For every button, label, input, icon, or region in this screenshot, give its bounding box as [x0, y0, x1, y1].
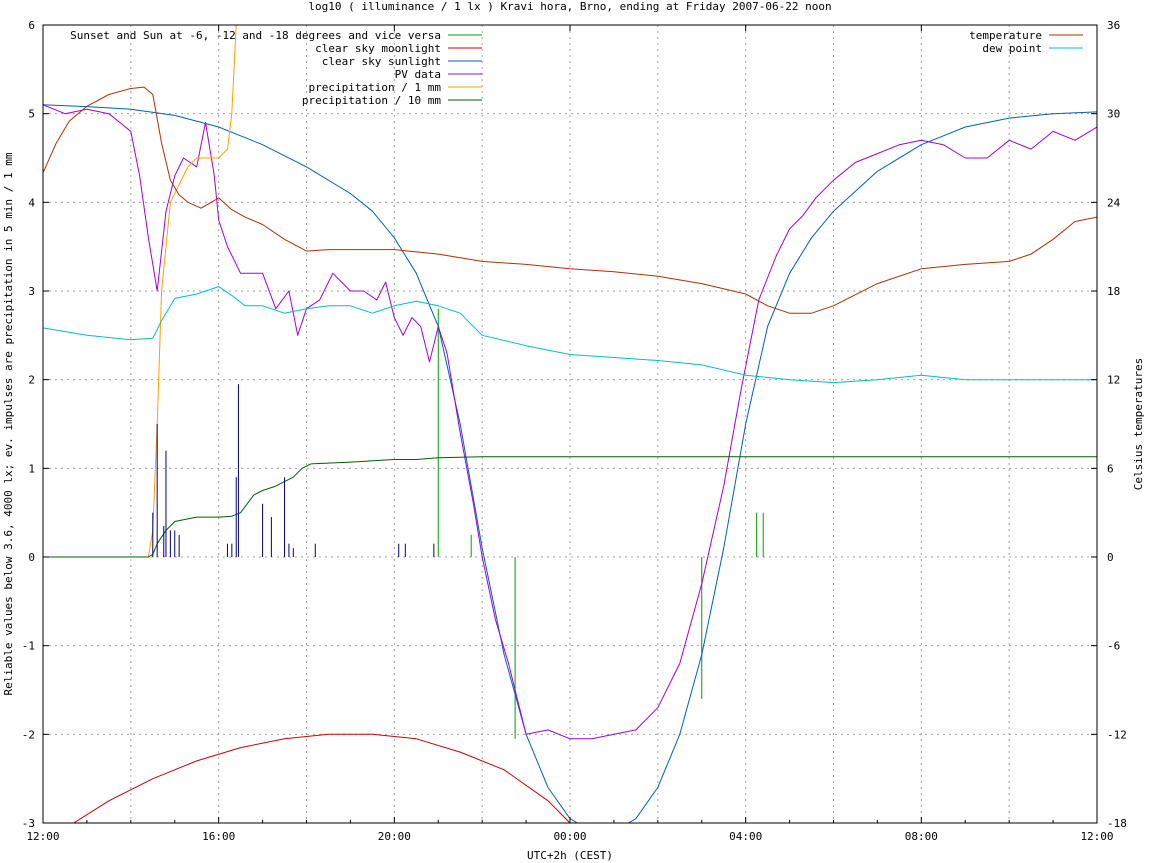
legend-label: Sunset and Sun at -6, -12 and -18 degree…: [70, 29, 441, 42]
x-tick-label: 20:00: [378, 830, 411, 843]
x-tick-label: 12:00: [26, 830, 59, 843]
series-0-impulses: [437, 308, 764, 739]
x-tick-label: 04:00: [729, 830, 762, 843]
series-line-8: [43, 286, 1097, 384]
y2-tick-label: -12: [1107, 728, 1127, 741]
y-tick-label: -3: [22, 817, 35, 830]
x-tick-label: 08:00: [905, 830, 938, 843]
series-line-2: [43, 104, 1097, 823]
y-tick-label: 3: [28, 285, 35, 298]
plot-series: [43, 25, 1097, 823]
x-tick-label: 12:00: [1080, 830, 1113, 843]
y-tick-label: 2: [28, 374, 35, 387]
legend: Sunset and Sun at -6, -12 and -18 degree…: [70, 29, 1083, 107]
y-tick-label: 6: [28, 19, 35, 32]
legend-label: precipitation / 1 mm: [309, 81, 442, 94]
legend-label: temperature: [969, 29, 1042, 42]
y-tick-label: 0: [28, 551, 35, 564]
y2-tick-label: 18: [1107, 285, 1120, 298]
y-axis-label: Reliable values below 3.6, 4000 lx; ev. …: [2, 152, 15, 695]
y2-tick-label: 12: [1107, 374, 1120, 387]
y2-axis-label: Celsius temperatures: [1132, 358, 1145, 490]
grid: [43, 25, 1097, 823]
y2-tick-label: -6: [1107, 640, 1120, 653]
y-tick-label: -1: [22, 640, 35, 653]
chart-title: log10 ( illuminance / 1 lx ) Kravi hora,…: [308, 0, 831, 13]
y2-tick-label: 30: [1107, 108, 1120, 121]
series-line-1: [73, 733, 571, 823]
series-line-5: [43, 456, 1097, 558]
y-tick-label: 5: [28, 108, 35, 121]
y2-tick-label: 0: [1107, 551, 1114, 564]
series-6-impulses: [152, 384, 435, 557]
legend-label: dew point: [982, 42, 1042, 55]
y2-tick-label: -18: [1107, 817, 1127, 830]
axis-ticks: 12:00 16:00 20:00 00:00 04:00 08:00 12:00 6 5 4 3 2…: [22, 19, 1127, 843]
legend-label: precipitation / 10 mm: [302, 94, 441, 107]
legend-label: clear sky moonlight: [315, 42, 441, 55]
y2-tick-label: 36: [1107, 19, 1120, 32]
series-line-7: [43, 86, 1097, 314]
legend-label: PV data: [395, 68, 441, 81]
series-line-3: [43, 104, 1097, 740]
y2-tick-label: 6: [1107, 462, 1114, 475]
y2-tick-label: 24: [1107, 196, 1121, 209]
legend-label: clear sky sunlight: [322, 55, 441, 68]
x-tick-label: 16:00: [202, 830, 235, 843]
x-axis-label: UTC+2h (CEST): [527, 849, 613, 862]
y-tick-label: 4: [28, 196, 35, 209]
series-line-4: [43, 25, 237, 558]
x-tick-label: 00:00: [553, 830, 586, 843]
y-tick-label: -2: [22, 728, 35, 741]
y-tick-label: 1: [28, 462, 35, 475]
